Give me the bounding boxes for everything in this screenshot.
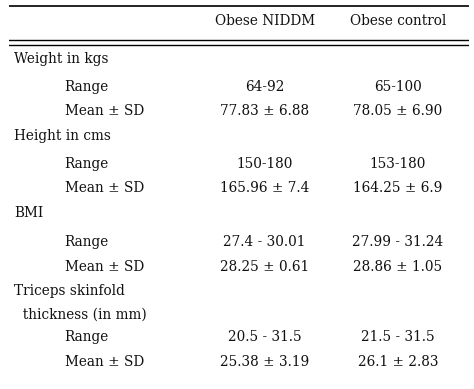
Text: 164.25 ± 6.9: 164.25 ± 6.9 <box>353 181 443 195</box>
Text: Mean ± SD: Mean ± SD <box>64 104 144 118</box>
Text: 64-92: 64-92 <box>245 80 284 94</box>
Text: 28.25 ± 0.61: 28.25 ± 0.61 <box>220 259 309 273</box>
Text: 28.86 ± 1.05: 28.86 ± 1.05 <box>354 259 443 273</box>
Text: 20.5 - 31.5: 20.5 - 31.5 <box>228 330 301 344</box>
Text: 27.4 - 30.01: 27.4 - 30.01 <box>223 235 306 249</box>
Text: Mean ± SD: Mean ± SD <box>64 181 144 195</box>
Text: 26.1 ± 2.83: 26.1 ± 2.83 <box>358 355 438 369</box>
Text: 165.96 ± 7.4: 165.96 ± 7.4 <box>220 181 310 195</box>
Text: Range: Range <box>64 330 109 344</box>
Text: thickness (in mm): thickness (in mm) <box>14 307 147 321</box>
Text: Triceps skinfold: Triceps skinfold <box>14 284 125 298</box>
Text: 27.99 - 31.24: 27.99 - 31.24 <box>352 235 444 249</box>
Text: 21.5 - 31.5: 21.5 - 31.5 <box>361 330 435 344</box>
Text: Weight in kgs: Weight in kgs <box>14 52 109 66</box>
Text: 65-100: 65-100 <box>374 80 422 94</box>
Text: 78.05 ± 6.90: 78.05 ± 6.90 <box>354 104 443 118</box>
Text: 77.83 ± 6.88: 77.83 ± 6.88 <box>220 104 309 118</box>
Text: 25.38 ± 3.19: 25.38 ± 3.19 <box>220 355 309 369</box>
Text: 150-180: 150-180 <box>237 157 293 171</box>
Text: Mean ± SD: Mean ± SD <box>64 355 144 369</box>
Text: BMI: BMI <box>14 206 43 220</box>
Text: 153-180: 153-180 <box>370 157 426 171</box>
Text: Obese NIDDM: Obese NIDDM <box>215 14 315 28</box>
Text: Obese control: Obese control <box>350 14 446 28</box>
Text: Mean ± SD: Mean ± SD <box>64 259 144 273</box>
Text: Range: Range <box>64 80 109 94</box>
Text: Range: Range <box>64 157 109 171</box>
Text: Range: Range <box>64 235 109 249</box>
Text: Height in cms: Height in cms <box>14 129 111 143</box>
